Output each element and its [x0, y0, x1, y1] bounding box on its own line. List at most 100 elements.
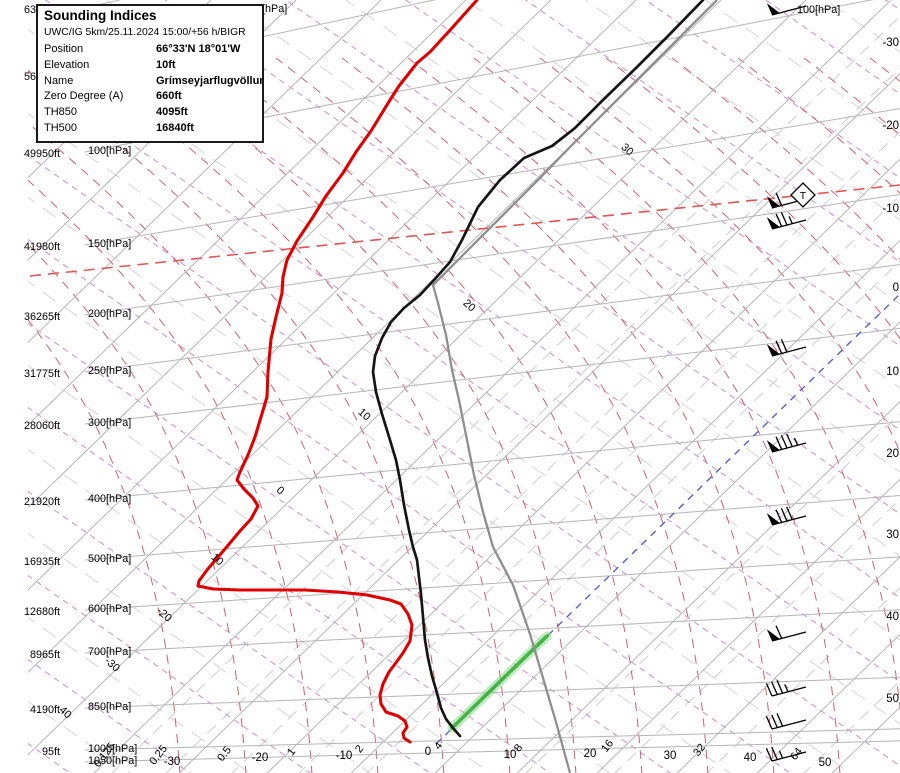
svg-text:100[hPa]: 100[hPa] [88, 145, 131, 157]
wind-barb [765, 680, 807, 697]
info-row-value: Grímseyjarflugvöllur [156, 74, 264, 87]
svg-text:10: 10 [504, 749, 517, 761]
wind-barb [765, 713, 807, 730]
tropopause-marker: T [790, 182, 816, 208]
svg-text:8965ft: 8965ft [30, 649, 60, 661]
svg-text:0.5: 0.5 [215, 744, 234, 763]
tropopause-line [29, 184, 900, 277]
svg-text:31775ft: 31775ft [24, 368, 60, 380]
panel-rows: Position 66°33'N 18°01'W Elevation 10ft Name… [44, 42, 264, 137]
grid-mixing-ratio-lines [111, 15, 900, 773]
svg-text:12680ft: 12680ft [24, 606, 60, 618]
svg-text:41980ft: 41980ft [24, 241, 60, 253]
left-axis-labels: 63130ft56860ft49950ft100[hPa]41980ft150[… [24, 3, 287, 767]
info-row-value: 66°33'N 18°01'W [156, 43, 241, 55]
svg-text:-20: -20 [252, 752, 269, 764]
svg-text:20: 20 [584, 748, 597, 760]
svg-text:16: 16 [599, 738, 616, 755]
svg-text:20: 20 [460, 297, 477, 314]
svg-text:850[hPa]: 850[hPa] [88, 701, 131, 713]
grid-isobars [84, 0, 900, 763]
info-row-value: 16840ft [156, 121, 194, 134]
svg-text:100[hPa]: 100[hPa] [797, 4, 840, 16]
info-row-label: TH850 [44, 106, 78, 119]
svg-text:[hPa]: [hPa] [262, 3, 287, 15]
svg-text:-30: -30 [164, 756, 181, 768]
info-row-value: 10ft [156, 58, 176, 71]
svg-text:600[hPa]: 600[hPa] [88, 603, 131, 615]
svg-text:36265ft: 36265ft [24, 311, 60, 323]
info-row: Elevation 10ft [44, 58, 256, 74]
wind-barb [766, 625, 807, 642]
info-row-label: Elevation [44, 58, 90, 71]
svg-text:-20: -20 [882, 120, 899, 132]
svg-text:250[hPa]: 250[hPa] [88, 365, 131, 377]
svg-text:10: 10 [355, 406, 372, 423]
svg-text:28060ft: 28060ft [24, 420, 60, 432]
svg-text:40: 40 [744, 752, 757, 764]
svg-text:500[hPa]: 500[hPa] [88, 553, 131, 565]
parcel-curve [431, 0, 718, 773]
wind-barb [766, 3, 807, 16]
info-row-value: 4095ft [156, 106, 188, 119]
svg-text:-30: -30 [882, 37, 899, 49]
svg-text:-20: -20 [154, 605, 174, 625]
svg-text:400[hPa]: 400[hPa] [88, 493, 131, 505]
bottom-temp-labels: -30 -20 -10 0 10 20 30 40 50 [164, 746, 832, 769]
wind-barb-column [765, 3, 807, 762]
info-row: Name Grímseyjarflugvöllur [44, 74, 264, 90]
wind-barb [766, 433, 807, 453]
right-axis-temp-labels: -30 -20 -10 0 10 20 30 40 50 [882, 37, 899, 705]
info-row-value: 660ft [156, 90, 182, 103]
svg-text:95ft: 95ft [42, 746, 60, 758]
svg-text:200[hPa]: 200[hPa] [88, 308, 131, 320]
svg-text:20: 20 [886, 448, 899, 460]
svg-text:-10: -10 [882, 203, 899, 215]
info-row: Zero Degree (A) 660ft [44, 89, 256, 105]
svg-text:0: 0 [425, 746, 431, 758]
svg-text:2: 2 [353, 743, 366, 755]
svg-text:1050[hPa]: 1050[hPa] [88, 755, 137, 767]
svg-text:150[hPa]: 150[hPa] [88, 238, 131, 250]
svg-text:40: 40 [886, 611, 899, 623]
svg-text:1000[hPa]: 1000[hPa] [88, 743, 137, 755]
svg-text:30: 30 [886, 529, 899, 541]
svg-text:32: 32 [691, 742, 708, 759]
info-row: TH500 16840ft [44, 121, 256, 137]
sounding-indices-panel: Sounding Indices UWC/IG 5km/25.11.2024 1… [36, 4, 264, 143]
svg-text:10: 10 [886, 366, 899, 378]
info-row-label: Zero Degree (A) [44, 90, 124, 103]
wind-barb [766, 339, 807, 357]
temperature-curve [196, 0, 479, 744]
svg-text:49950ft: 49950ft [24, 148, 60, 160]
svg-text:21920ft: 21920ft [24, 496, 60, 508]
info-row: Position 66°33'N 18°01'W [44, 42, 256, 58]
svg-text:0: 0 [893, 282, 899, 294]
wind-barb [765, 746, 807, 762]
svg-text:50: 50 [886, 693, 899, 705]
svg-text:4190ft: 4190ft [30, 704, 60, 716]
svg-text:300[hPa]: 300[hPa] [88, 417, 131, 429]
info-row: TH850 4095ft [44, 105, 256, 121]
info-row-label: Name [44, 74, 74, 87]
panel-title: Sounding Indices [44, 8, 157, 23]
svg-text:50: 50 [819, 757, 832, 769]
svg-text:700[hPa]: 700[hPa] [88, 646, 131, 658]
top-right-pressure-label: 100[hPa] [797, 4, 840, 16]
wind-barb [766, 212, 807, 230]
svg-text:30: 30 [664, 750, 677, 762]
grid-moist-adiabats [28, 57, 900, 773]
info-row-label: Position [44, 43, 84, 55]
svg-text:0: 0 [274, 484, 287, 497]
svg-text:16935ft: 16935ft [24, 556, 60, 568]
svg-text:T: T [800, 190, 807, 202]
svg-text:-10: -10 [336, 750, 353, 762]
model-run-subtitle: UWC/IG 5km/25.11.2024 15:00/+56 h/BIGR [44, 27, 246, 38]
info-row-label: TH500 [44, 121, 78, 134]
lcl-highlight-segment [447, 631, 552, 733]
dewpoint-curve [371, 0, 705, 738]
wind-barb [766, 506, 807, 526]
